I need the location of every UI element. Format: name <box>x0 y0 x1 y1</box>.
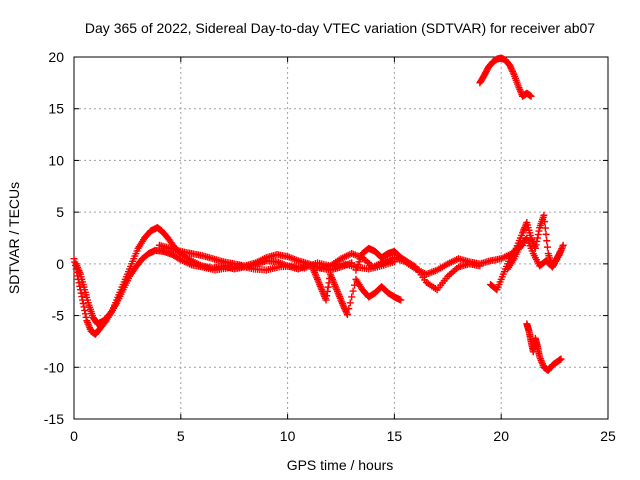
data-point <box>81 306 89 314</box>
data-point <box>324 283 332 291</box>
y-tick-label: 20 <box>48 49 64 65</box>
data-point <box>340 303 348 311</box>
data-point <box>343 311 351 319</box>
series-trace-g <box>487 211 565 294</box>
x-tick-label: 0 <box>70 428 78 444</box>
series-trace-a <box>70 224 356 338</box>
data-point <box>509 67 517 75</box>
data-point <box>343 309 351 317</box>
y-tick-label: -5 <box>52 308 65 324</box>
data-point <box>79 300 87 308</box>
x-tick-label: 20 <box>493 428 509 444</box>
data-point <box>349 287 357 295</box>
data-point <box>535 227 543 235</box>
y-tick-label: 0 <box>56 256 64 272</box>
data-point <box>508 66 516 74</box>
series-trace-e <box>352 244 484 294</box>
data-point <box>543 243 551 251</box>
data-point <box>557 355 565 363</box>
data-point <box>534 234 542 242</box>
series-trace-c <box>155 241 527 278</box>
chart-title: Day 365 of 2022, Sidereal Day-to-day VTE… <box>85 20 595 36</box>
data-point <box>397 296 405 304</box>
data-point <box>532 241 540 249</box>
data-point <box>346 299 354 307</box>
series-trace-b <box>72 246 398 328</box>
data-point <box>323 292 331 300</box>
data-point <box>542 230 550 238</box>
data-point <box>323 287 331 295</box>
x-tick-label: 10 <box>280 428 296 444</box>
data-point <box>476 262 484 270</box>
series-trace-d <box>309 265 405 319</box>
data-point <box>533 237 541 245</box>
data-point <box>540 211 548 219</box>
x-axis-title: GPS time / hours <box>287 457 394 473</box>
y-tick-label: 15 <box>48 101 64 117</box>
x-tick-label: 15 <box>387 428 403 444</box>
data-point <box>322 296 330 304</box>
y-tick-label: -15 <box>44 411 64 427</box>
data-point <box>77 289 85 297</box>
data-point <box>506 61 514 69</box>
series-trace-h <box>504 234 567 273</box>
data-point <box>541 218 549 226</box>
data-point <box>76 282 84 290</box>
y-tick-label: 5 <box>56 204 64 220</box>
data-point <box>70 255 78 263</box>
series-trace-i <box>523 320 565 374</box>
y-axis-title: SDTVAR / TECUs <box>6 182 22 294</box>
data-point <box>339 301 347 309</box>
data-point <box>509 69 517 77</box>
data-point <box>534 231 542 239</box>
data-point <box>541 224 549 232</box>
data-point <box>559 241 567 249</box>
x-tick-label: 25 <box>600 428 616 444</box>
data-point <box>341 306 349 314</box>
y-tick-label: -10 <box>44 359 64 375</box>
plot-frame <box>73 56 609 420</box>
x-tick-label: 5 <box>177 428 185 444</box>
data-point <box>78 293 86 301</box>
data-point <box>527 92 535 100</box>
data-point <box>506 63 514 71</box>
data-point <box>507 64 515 72</box>
series-trace-f <box>476 54 535 100</box>
y-tick-label: 10 <box>48 152 64 168</box>
data-point <box>410 262 418 270</box>
data-point <box>81 310 89 318</box>
data-series <box>70 54 567 374</box>
data-point <box>543 237 551 245</box>
data-point <box>82 313 90 321</box>
data-point <box>345 305 353 313</box>
data-point <box>348 293 356 301</box>
